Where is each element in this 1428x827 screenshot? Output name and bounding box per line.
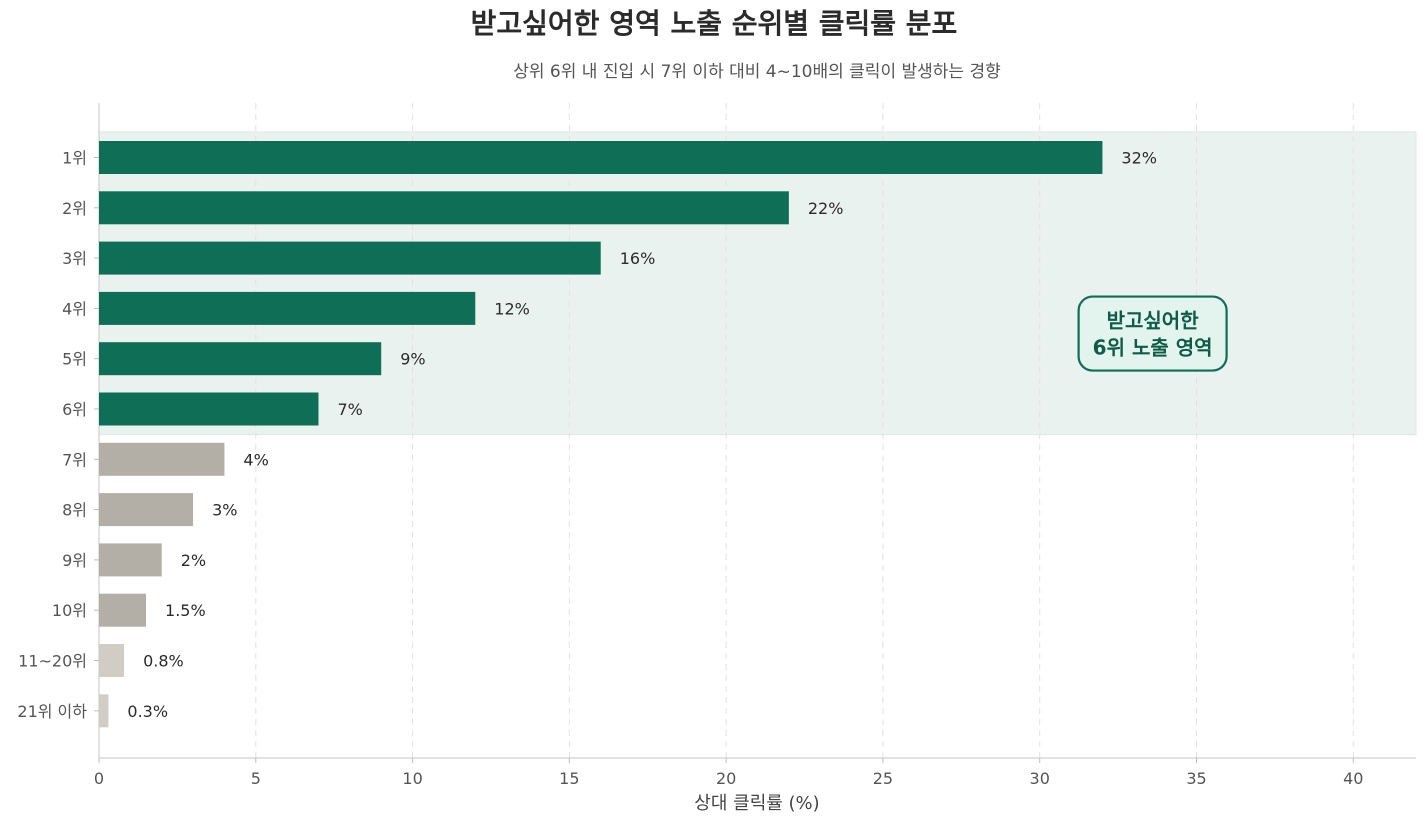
y-tick-label: 3위 bbox=[62, 249, 87, 268]
y-tick-label: 21위 이하 bbox=[17, 702, 87, 721]
y-tick-label: 2위 bbox=[62, 199, 87, 218]
bar bbox=[99, 392, 319, 426]
y-tick-label: 10위 bbox=[52, 601, 87, 620]
bar bbox=[99, 593, 147, 627]
x-tick-label: 10 bbox=[402, 769, 422, 788]
bar bbox=[99, 493, 194, 527]
value-label: 4% bbox=[243, 450, 268, 469]
y-tick-label: 11~20위 bbox=[18, 652, 87, 671]
value-label: 22% bbox=[808, 199, 844, 218]
y-tick-label: 4위 bbox=[62, 299, 87, 318]
bar bbox=[99, 442, 225, 476]
x-tick-label: 40 bbox=[1343, 769, 1363, 788]
x-axis-label: 상대 클릭률 (%) bbox=[694, 793, 819, 814]
x-tick-label: 5 bbox=[251, 769, 261, 788]
value-label: 32% bbox=[1121, 149, 1157, 168]
value-label: 12% bbox=[494, 299, 530, 318]
value-label: 7% bbox=[338, 400, 363, 419]
y-tick-label: 6위 bbox=[62, 400, 87, 419]
x-axis-ticks: 0 5 10 15 20 25 30 35 40 bbox=[94, 758, 1363, 788]
annotation-box: 받고싶어한 6위 노출 영역 bbox=[1077, 295, 1228, 372]
annotation-text: 6위 노출 영역 bbox=[1093, 336, 1213, 360]
x-tick-label: 15 bbox=[559, 769, 579, 788]
highlight-band-layer bbox=[98, 131, 1417, 436]
highlight-band bbox=[98, 131, 1417, 436]
bar bbox=[99, 543, 162, 577]
value-label: 16% bbox=[620, 249, 656, 268]
y-tick-label: 1위 bbox=[62, 149, 87, 168]
value-label: 0.3% bbox=[127, 702, 168, 721]
value-label: 1.5% bbox=[165, 601, 206, 620]
x-tick-label: 35 bbox=[1186, 769, 1206, 788]
y-axis-ticks: 1위 2위 3위 4위 5위 6위 7위 8위 9위 10위 11~20위 21위 이하 bbox=[17, 149, 99, 721]
value-label: 3% bbox=[212, 501, 237, 520]
bar bbox=[99, 644, 125, 677]
value-label: 0.8% bbox=[143, 652, 184, 671]
bar bbox=[99, 694, 109, 728]
y-tick-label: 9위 bbox=[62, 551, 87, 570]
bar bbox=[99, 241, 601, 275]
y-tick-label: 5위 bbox=[62, 350, 87, 369]
x-tick-label: 0 bbox=[94, 769, 104, 788]
bars bbox=[99, 141, 1103, 728]
annotation-text: 받고싶어한 bbox=[1107, 309, 1200, 333]
x-tick-label: 25 bbox=[873, 769, 893, 788]
value-labels: 32% 22% 16% 12% 9% 7% 4% 3% 2% 1.5% 0.8% 0.3% bbox=[127, 149, 1157, 721]
bar bbox=[99, 191, 789, 225]
bar bbox=[99, 141, 1103, 174]
chart-title: 받고싶어한 영역 노출 순위별 클릭률 분포 bbox=[471, 7, 958, 40]
chart-subtitle: 상위 6위 내 진입 시 7위 이하 대비 4~10배의 클릭이 발생하는 경향 bbox=[513, 62, 1001, 82]
value-label: 9% bbox=[400, 350, 425, 369]
y-tick-label: 7위 bbox=[62, 450, 87, 469]
x-tick-label: 30 bbox=[1030, 769, 1050, 788]
annotation-frame bbox=[1077, 295, 1228, 372]
value-label: 2% bbox=[181, 551, 206, 570]
y-tick-label: 8위 bbox=[62, 501, 87, 520]
bar bbox=[99, 291, 476, 325]
bar bbox=[99, 342, 382, 376]
x-tick-label: 20 bbox=[716, 769, 736, 788]
